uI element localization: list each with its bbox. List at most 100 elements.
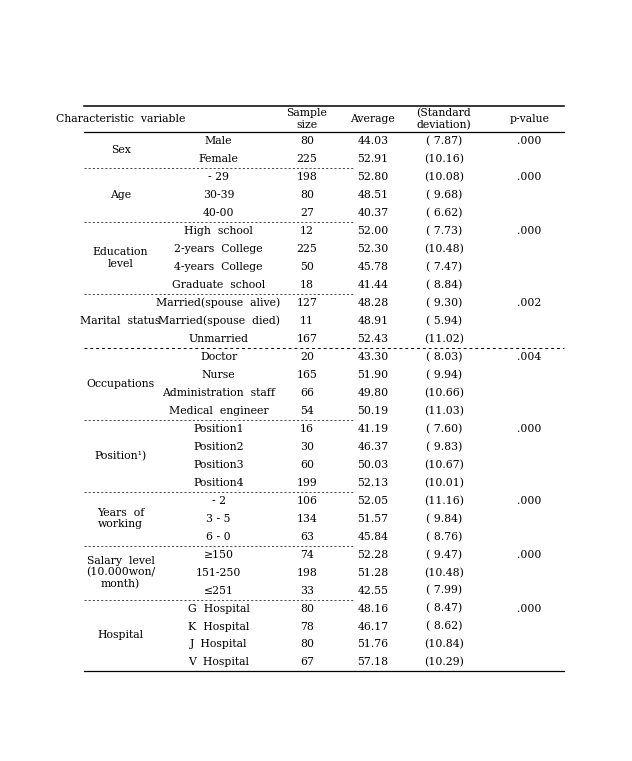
Text: Age: Age [110,190,131,200]
Text: Graduate  school: Graduate school [172,280,265,290]
Text: 52.00: 52.00 [357,226,389,236]
Text: - 29: - 29 [208,172,229,183]
Text: (10.16): (10.16) [424,154,464,164]
Text: ( 8.47): ( 8.47) [426,603,462,613]
Text: Education
level: Education level [93,247,149,269]
Text: ( 8.03): ( 8.03) [425,352,462,362]
Text: (10.48): (10.48) [424,244,464,254]
Text: 48.28: 48.28 [357,298,389,308]
Text: (10.01): (10.01) [424,478,464,488]
Text: 45.84: 45.84 [357,532,389,542]
Text: K  Hospital: K Hospital [188,622,249,632]
Text: 40.37: 40.37 [357,209,389,218]
Text: 80: 80 [300,603,313,613]
Text: 45.78: 45.78 [357,262,389,272]
Text: 50: 50 [300,262,313,272]
Text: (10.29): (10.29) [424,658,464,667]
Text: (11.03): (11.03) [424,406,464,416]
Text: 12: 12 [300,226,313,236]
Text: 4-years  College: 4-years College [174,262,263,272]
Text: Position4: Position4 [193,478,244,488]
Text: .000: .000 [518,603,542,613]
Text: 42.55: 42.55 [357,585,389,596]
Text: 46.17: 46.17 [357,622,389,632]
Text: 48.16: 48.16 [357,603,389,613]
Text: 78: 78 [300,622,313,632]
Text: ( 5.94): ( 5.94) [426,316,462,326]
Text: 167: 167 [296,334,317,344]
Text: 127: 127 [296,298,317,308]
Text: 165: 165 [296,370,317,380]
Text: 198: 198 [296,568,317,578]
Text: Administration  staff: Administration staff [162,388,275,398]
Text: .002: .002 [518,298,542,308]
Text: 52.30: 52.30 [357,244,389,254]
Text: 67: 67 [300,658,313,667]
Text: 43.30: 43.30 [357,352,389,362]
Text: 51.28: 51.28 [357,568,389,578]
Text: 20: 20 [300,352,313,362]
Text: 52.05: 52.05 [357,495,389,506]
Text: Medical  engineer: Medical engineer [169,406,269,416]
Text: 33: 33 [300,585,313,596]
Text: (10.66): (10.66) [424,388,464,398]
Text: 74: 74 [300,549,313,559]
Text: Nurse: Nurse [202,370,235,380]
Text: ( 7.99): ( 7.99) [426,585,462,596]
Text: 51.57: 51.57 [357,514,389,524]
Text: 44.03: 44.03 [357,136,389,146]
Text: .000: .000 [518,424,542,434]
Text: 80: 80 [300,190,313,200]
Text: 16: 16 [300,424,313,434]
Text: 3 - 5: 3 - 5 [206,514,231,524]
Text: .000: .000 [518,495,542,506]
Text: 48.91: 48.91 [357,316,389,326]
Text: J  Hospital: J Hospital [190,639,247,649]
Text: Years  of
working: Years of working [97,508,144,530]
Text: G  Hospital: G Hospital [188,603,250,613]
Text: ( 7.47): ( 7.47) [426,262,462,272]
Text: ( 7.87): ( 7.87) [426,136,462,146]
Text: 27: 27 [300,209,313,218]
Text: (10.67): (10.67) [424,460,464,470]
Text: 80: 80 [300,136,313,146]
Text: High  school: High school [184,226,253,236]
Text: Characteristic  variable: Characteristic variable [56,114,185,124]
Text: ( 9.47): ( 9.47) [426,549,462,560]
Text: (11.16): (11.16) [424,495,464,506]
Text: 52.28: 52.28 [357,549,389,559]
Text: 30-39: 30-39 [203,190,234,200]
Text: - 2: - 2 [212,495,226,506]
Text: 60: 60 [300,460,313,470]
Text: 41.19: 41.19 [357,424,389,434]
Text: 6 - 0: 6 - 0 [206,532,231,542]
Text: 66: 66 [300,388,313,398]
Text: Occupations: Occupations [87,379,155,389]
Text: .004: .004 [518,352,542,362]
Text: 41.44: 41.44 [357,280,389,290]
Text: (10.84): (10.84) [424,639,464,650]
Text: ≥150: ≥150 [204,549,234,559]
Text: Salary  level
(10.000won/
month): Salary level (10.000won/ month) [86,556,155,590]
Text: ( 9.30): ( 9.30) [426,298,462,308]
Text: ( 8.76): ( 8.76) [426,531,462,542]
Text: 48.51: 48.51 [357,190,389,200]
Text: ( 9.94): ( 9.94) [426,370,462,380]
Text: ( 6.62): ( 6.62) [425,208,462,218]
Text: ( 9.84): ( 9.84) [426,514,462,524]
Text: 50.19: 50.19 [357,406,389,416]
Text: p-value: p-value [509,114,550,124]
Text: ( 7.73): ( 7.73) [426,226,462,237]
Text: Sex: Sex [111,145,131,155]
Text: 52.13: 52.13 [357,478,389,488]
Text: Female: Female [198,154,238,164]
Text: Unmarried: Unmarried [188,334,248,344]
Text: Doctor: Doctor [200,352,237,362]
Text: Male: Male [205,136,233,146]
Text: 46.37: 46.37 [357,442,389,452]
Text: Position¹): Position¹) [95,451,147,461]
Text: 49.80: 49.80 [357,388,389,398]
Text: 18: 18 [300,280,313,290]
Text: 40-00: 40-00 [203,209,234,218]
Text: 57.18: 57.18 [357,658,389,667]
